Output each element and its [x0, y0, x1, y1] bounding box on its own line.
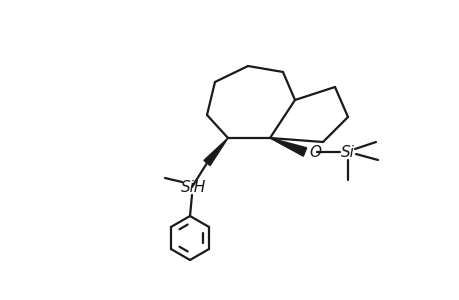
Polygon shape	[269, 138, 306, 156]
Text: O: O	[308, 145, 320, 160]
Text: SiH: SiH	[181, 179, 206, 194]
Text: Si: Si	[340, 145, 354, 160]
Polygon shape	[203, 138, 228, 166]
